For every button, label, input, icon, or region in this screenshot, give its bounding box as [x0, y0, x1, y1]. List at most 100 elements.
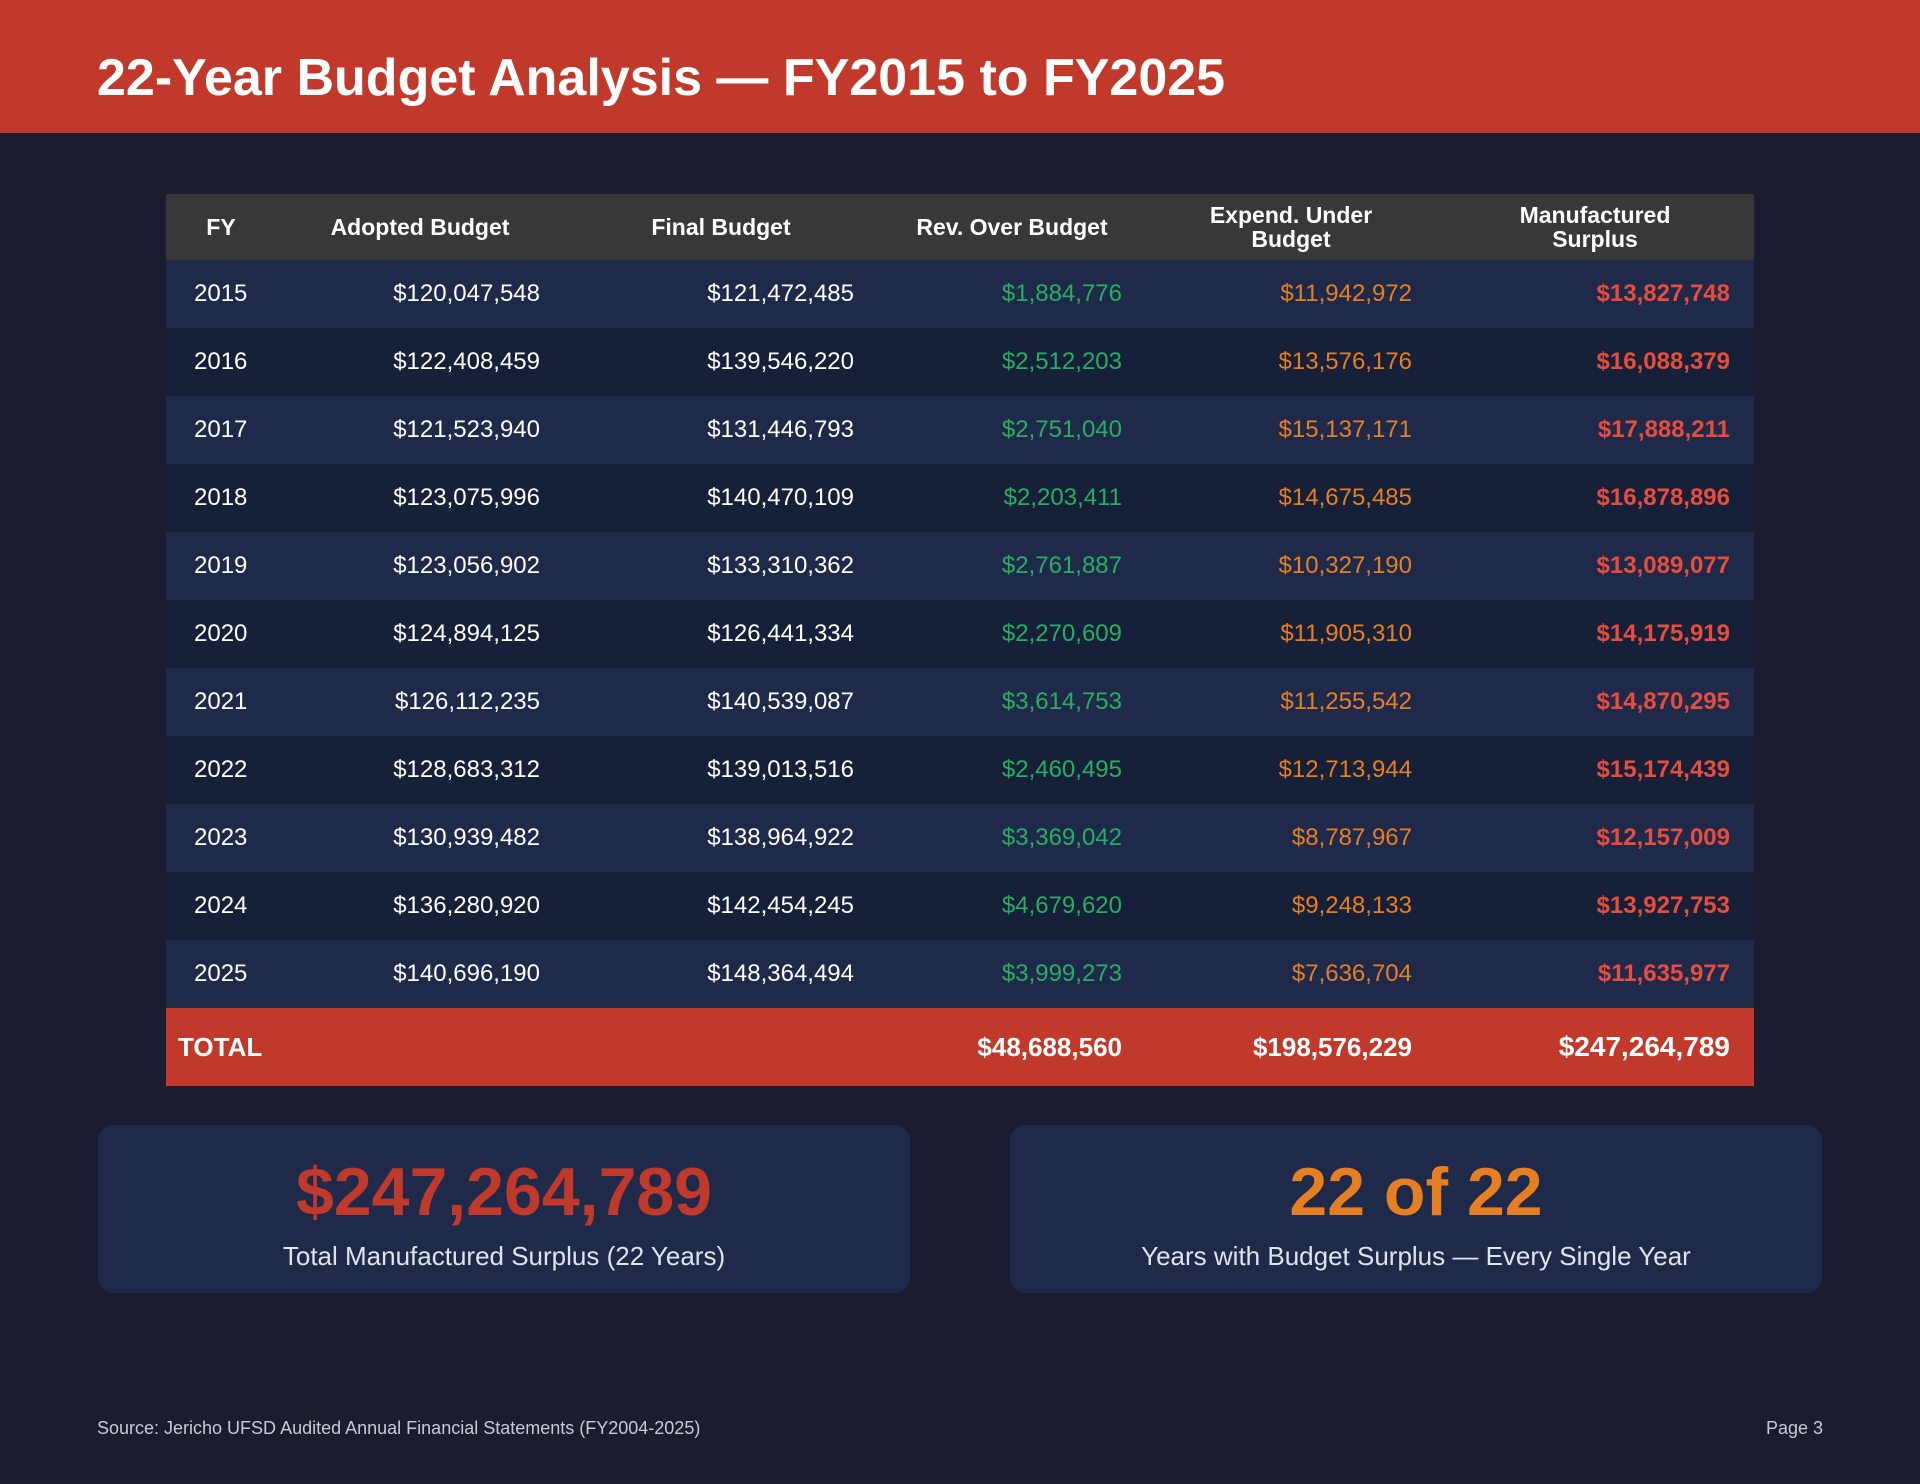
manufactured-surplus-cell: $17,888,211 — [1597, 416, 1730, 443]
final-budget-cell: $131,446,793 — [707, 416, 854, 443]
years-summary-card: 22 of 22 Years with Budget Surplus — Eve… — [1010, 1125, 1822, 1293]
column-header-manufactured-surplus: Manufactured Surplus — [1519, 202, 1671, 252]
fy-cell: 2015 — [194, 280, 248, 307]
table-row: 2018 $123,075,996 $140,470,109 $2,203,411 $1… — [166, 464, 1754, 532]
years-surplus-caption: Years with Budget Surplus — Every Single… — [1141, 1241, 1691, 1271]
surplus-total-value: $247,264,789 — [296, 1154, 712, 1230]
fy-cell: 2024 — [194, 892, 248, 919]
years-surplus-value: 22 of 22 — [1289, 1154, 1543, 1230]
fy-cell: 2021 — [194, 688, 248, 715]
table-row: 2021 $126,112,235 $140,539,087 $3,614,753 $1… — [166, 668, 1754, 736]
expend-under-budget-cell: $13,576,176 — [1278, 348, 1412, 375]
total-expend-under-budget: $198,576,229 — [1252, 1031, 1412, 1062]
expend-under-budget-cell: $14,675,485 — [1278, 484, 1412, 511]
fy-cell: 2025 — [194, 960, 248, 987]
surplus-total-caption: Total Manufactured Surplus (22 Years) — [282, 1241, 726, 1271]
page-number: Page 3 — [1765, 1418, 1823, 1438]
adopted-budget-cell: $123,056,902 — [393, 552, 540, 579]
rev-over-budget-cell: $2,512,203 — [1001, 348, 1122, 375]
surplus-summary-card: $247,264,789 Total Manufactured Surplus … — [98, 1125, 910, 1293]
table-row: 2016 $122,408,459 $139,546,220 $2,512,203 $1… — [166, 328, 1754, 396]
manufactured-surplus-cell: $14,870,295 — [1596, 688, 1730, 715]
fy-cell: 2016 — [194, 348, 248, 375]
rev-over-budget-cell: $1,884,776 — [1001, 280, 1122, 307]
total-manufactured-surplus: $247,264,789 — [1558, 1031, 1730, 1062]
rev-over-budget-cell: $3,369,042 — [1001, 824, 1122, 851]
rev-over-budget-cell: $2,460,495 — [1001, 756, 1122, 783]
rev-over-budget-cell: $2,751,040 — [1001, 416, 1122, 443]
manufactured-surplus-cell: $12,157,009 — [1596, 824, 1730, 851]
final-budget-cell: $138,964,922 — [707, 824, 854, 851]
table-row: 2025 $140,696,190 $148,364,494 $3,999,273 $7… — [166, 940, 1754, 1008]
rev-over-budget-cell: $3,614,753 — [1001, 688, 1122, 715]
fy-cell: 2017 — [194, 416, 248, 443]
rev-over-budget-cell: $2,203,411 — [1003, 484, 1122, 511]
source-note: Source: Jericho UFSD Audited Annual Fina… — [97, 1418, 701, 1438]
total-final-empty — [564, 1008, 878, 1086]
final-budget-cell: $140,470,109 — [707, 484, 854, 511]
budget-table: FY Adopted Budget Final Budget Rev. Over… — [166, 194, 1754, 1086]
total-adopted-empty — [276, 1008, 564, 1086]
manufactured-surplus-cell: $13,827,748 — [1596, 280, 1730, 307]
manufactured-surplus-cell: $13,927,753 — [1596, 892, 1730, 919]
rev-over-budget-cell: $3,999,273 — [1001, 960, 1122, 987]
final-budget-cell: $142,454,245 — [707, 892, 854, 919]
final-budget-cell: $148,364,494 — [707, 960, 854, 987]
expend-under-budget-cell: $11,942,972 — [1280, 280, 1412, 307]
final-budget-cell: $121,472,485 — [707, 280, 854, 307]
table-row: 2023 $130,939,482 $138,964,922 $3,369,042 $8… — [166, 804, 1754, 872]
manufactured-surplus-cell: $16,878,896 — [1596, 484, 1730, 511]
manufactured-surplus-cell: $13,089,077 — [1596, 552, 1730, 579]
adopted-budget-cell: $124,894,125 — [393, 620, 540, 647]
table-header-row: FY Adopted Budget Final Budget Rev. Over… — [166, 194, 1754, 260]
expend-under-budget-cell: $8,787,967 — [1291, 824, 1412, 851]
adopted-budget-cell: $122,408,459 — [393, 348, 540, 375]
table-row: 2017 $121,523,940 $131,446,793 $2,751,040 $1… — [166, 396, 1754, 464]
fy-cell: 2022 — [194, 756, 248, 783]
table-row: 2019 $123,056,902 $133,310,362 $2,761,887 $1… — [166, 532, 1754, 600]
total-label: TOTAL — [178, 1031, 263, 1062]
table-total-row: TOTAL $48,688,560 $198,576,229 $247,264,… — [166, 1008, 1754, 1086]
adopted-budget-cell: $123,075,996 — [393, 484, 540, 511]
column-header-adopted-budget: Adopted Budget — [330, 214, 510, 240]
manufactured-surplus-cell: $16,088,379 — [1596, 348, 1730, 375]
table-row: 2022 $128,683,312 $139,013,516 $2,460,495 $1… — [166, 736, 1754, 804]
table-row: 2024 $136,280,920 $142,454,245 $4,679,620 $9… — [166, 872, 1754, 940]
table-row: 2015 $120,047,548 $121,472,485 $1,884,776 $1… — [166, 260, 1754, 328]
table-row: 2020 $124,894,125 $126,441,334 $2,270,609 $1… — [166, 600, 1754, 668]
total-rev-over-budget: $48,688,560 — [977, 1031, 1122, 1062]
final-budget-cell: $139,013,516 — [707, 756, 854, 783]
adopted-budget-cell: $120,047,548 — [393, 280, 540, 307]
fy-cell: 2018 — [194, 484, 248, 511]
final-budget-cell: $139,546,220 — [707, 348, 854, 375]
budget-table-container: FY Adopted Budget Final Budget Rev. Over… — [166, 194, 1754, 1086]
expend-under-budget-cell: $9,248,133 — [1291, 892, 1412, 919]
column-header-final-budget: Final Budget — [651, 214, 791, 240]
fy-cell: 2023 — [194, 824, 248, 851]
column-header-expend-under-budget: Expend. Under Budget — [1209, 202, 1373, 252]
rev-over-budget-cell: $4,679,620 — [1001, 892, 1122, 919]
manufactured-surplus-cell: $11,635,977 — [1597, 960, 1730, 987]
adopted-budget-cell: $121,523,940 — [393, 416, 540, 443]
adopted-budget-cell: $128,683,312 — [393, 756, 540, 783]
expend-under-budget-cell: $10,327,190 — [1278, 552, 1412, 579]
adopted-budget-cell: $126,112,235 — [394, 688, 540, 715]
final-budget-cell: $133,310,362 — [707, 552, 854, 579]
fy-cell: 2019 — [194, 552, 248, 579]
expend-under-budget-cell: $7,636,704 — [1291, 960, 1412, 987]
expend-under-budget-cell: $11,255,542 — [1280, 688, 1412, 715]
rev-over-budget-cell: $2,270,609 — [1001, 620, 1122, 647]
table-body: 2015 $120,047,548 $121,472,485 $1,884,776 $1… — [166, 260, 1754, 1008]
manufactured-surplus-cell: $15,174,439 — [1596, 756, 1730, 783]
expend-under-budget-cell: $15,137,171 — [1278, 416, 1412, 443]
adopted-budget-cell: $140,696,190 — [393, 960, 540, 987]
manufactured-surplus-cell: $14,175,919 — [1596, 620, 1730, 647]
adopted-budget-cell: $136,280,920 — [393, 892, 540, 919]
final-budget-cell: $126,441,334 — [707, 620, 854, 647]
fy-cell: 2020 — [194, 620, 248, 647]
final-budget-cell: $140,539,087 — [707, 688, 854, 715]
header-bar: 22-Year Budget Analysis — FY2015 to FY20… — [0, 0, 1920, 133]
column-header-fy: FY — [206, 214, 236, 240]
expend-under-budget-cell: $11,905,310 — [1280, 620, 1412, 647]
adopted-budget-cell: $130,939,482 — [393, 824, 540, 851]
